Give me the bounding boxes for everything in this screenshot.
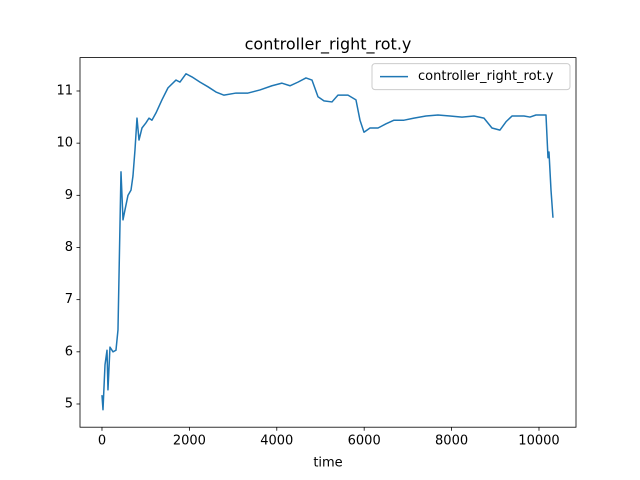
legend-box <box>371 63 571 91</box>
x-axis-label: time <box>313 456 342 471</box>
y-tick-label: 10 <box>56 136 73 151</box>
y-tick-label: 7 <box>65 292 73 307</box>
x-tick-label: 6000 <box>348 434 381 449</box>
y-tick-label: 9 <box>65 188 73 203</box>
y-tick-label: 8 <box>65 240 73 255</box>
x-tick-label: 2000 <box>173 434 206 449</box>
y-tick-label: 11 <box>56 83 73 98</box>
axes-frame <box>79 57 577 428</box>
y-tick-label: 5 <box>65 396 73 411</box>
chart-title: controller_right_rot.y <box>245 35 412 55</box>
x-tick-label: 4000 <box>260 434 293 449</box>
y-tick-label: 6 <box>65 344 73 359</box>
x-tick-label: 8000 <box>435 434 468 449</box>
legend-label: controller_right_rot.y <box>418 69 554 84</box>
x-tick-label: 0 <box>98 434 106 449</box>
x-tick-label: 10000 <box>518 434 559 449</box>
data-line <box>101 73 554 411</box>
